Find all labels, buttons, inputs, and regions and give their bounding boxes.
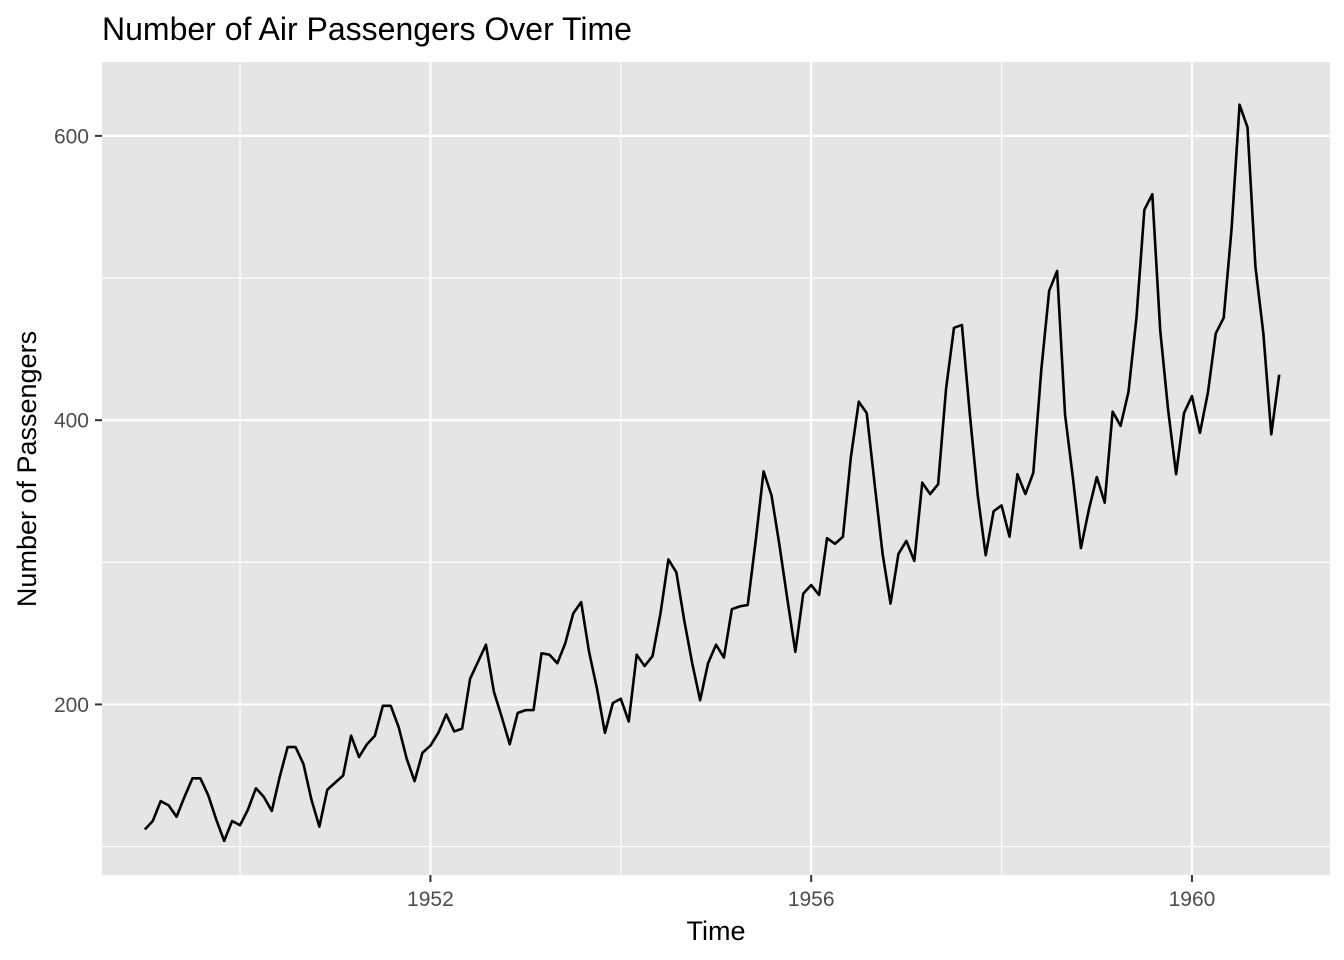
plot-panel	[102, 62, 1330, 875]
x-axis: 1952 1956 1960	[407, 875, 1215, 911]
y-tick-label: 400	[54, 410, 89, 433]
minor-gridlines	[102, 62, 1330, 875]
y-axis: 200 400 600	[54, 125, 102, 717]
chart-title: Number of Air Passengers Over Time	[102, 11, 632, 47]
x-tick-label: 1956	[788, 888, 835, 911]
series-line	[143, 103, 1281, 843]
y-tick-label: 600	[54, 125, 89, 148]
major-gridlines	[102, 62, 1330, 875]
x-axis-title: Time	[687, 916, 746, 946]
y-axis-title: Number of Passengers	[12, 331, 42, 607]
y-tick-label: 200	[54, 694, 89, 717]
x-tick-label: 1952	[407, 888, 454, 911]
x-tick-label: 1960	[1169, 888, 1216, 911]
